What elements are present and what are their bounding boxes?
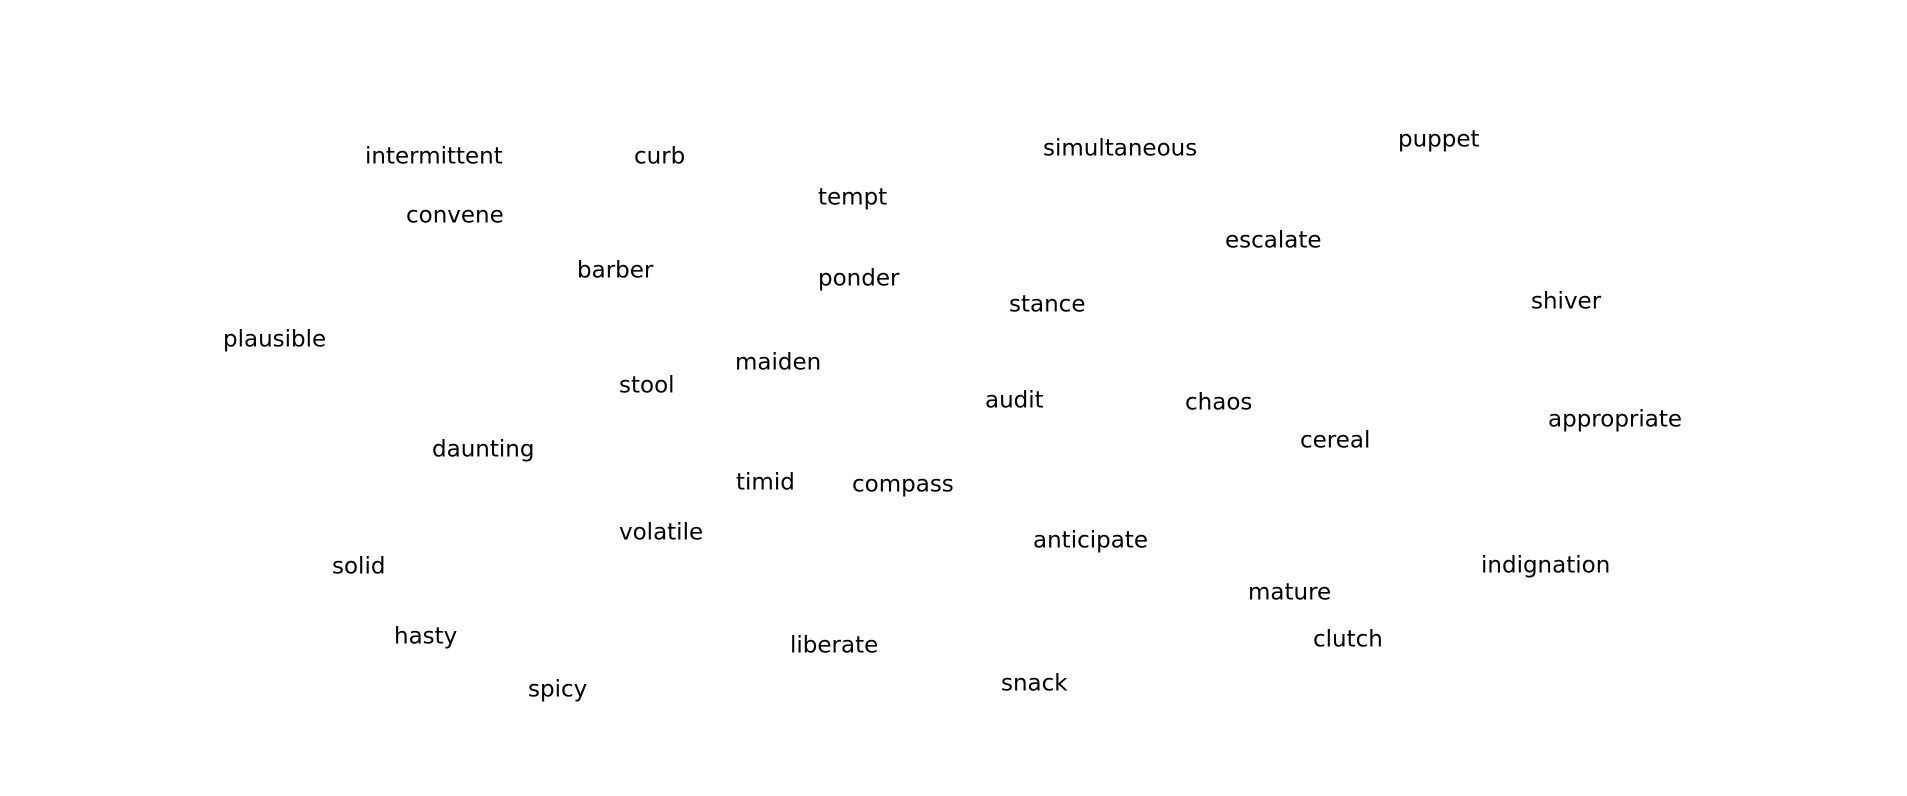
word-indignation: indignation xyxy=(1481,552,1611,579)
word-cereal: cereal xyxy=(1300,427,1371,454)
word-audit: audit xyxy=(985,387,1044,414)
word-plausible: plausible xyxy=(223,326,327,353)
word-anticipate: anticipate xyxy=(1033,527,1148,554)
word-liberate: liberate xyxy=(790,632,879,659)
word-volatile: volatile xyxy=(619,519,704,546)
word-timid: timid xyxy=(736,469,795,496)
word-intermittent: intermittent xyxy=(365,143,503,170)
word-maiden: maiden xyxy=(735,349,822,376)
word-mature: mature xyxy=(1248,579,1332,606)
word-compass: compass xyxy=(852,471,954,498)
word-convene: convene xyxy=(406,202,504,229)
word-ponder: ponder xyxy=(818,265,900,292)
word-barber: barber xyxy=(577,257,654,284)
word-stance: stance xyxy=(1009,291,1086,318)
word-appropriate: appropriate xyxy=(1548,406,1683,433)
word-stool: stool xyxy=(619,372,675,399)
word-snack: snack xyxy=(1001,670,1068,697)
word-escalate: escalate xyxy=(1225,227,1322,254)
word-puppet: puppet xyxy=(1398,126,1480,153)
word-spicy: spicy xyxy=(528,676,588,703)
word-shiver: shiver xyxy=(1531,288,1602,315)
word-clutch: clutch xyxy=(1313,626,1383,653)
word-hasty: hasty xyxy=(394,623,458,650)
word-chaos: chaos xyxy=(1185,389,1253,416)
word-curb: curb xyxy=(634,143,686,170)
word-tempt: tempt xyxy=(818,184,888,211)
word-solid: solid xyxy=(332,553,386,580)
word-daunting: daunting xyxy=(432,436,535,463)
word-simultaneous: simultaneous xyxy=(1043,135,1198,162)
